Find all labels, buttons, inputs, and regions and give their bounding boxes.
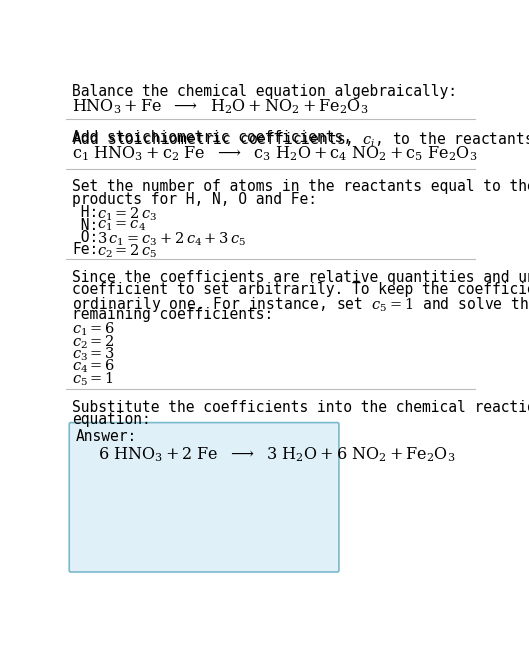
Text: ordinarily one. For instance, set $c_5 = 1$ and solve the system of equations fo: ordinarily one. For instance, set $c_5 =… (72, 295, 529, 314)
Text: $c_2 = 2$: $c_2 = 2$ (72, 333, 115, 351)
FancyBboxPatch shape (69, 422, 339, 572)
Text: Fe:: Fe: (72, 243, 98, 258)
Text: $c_1 = c_4$: $c_1 = c_4$ (97, 218, 147, 233)
Text: Since the coefficients are relative quantities and underdetermined, choose a: Since the coefficients are relative quan… (72, 270, 529, 285)
Text: Balance the chemical equation algebraically:: Balance the chemical equation algebraica… (72, 84, 458, 99)
Text: $c_1 = 2\,c_3$: $c_1 = 2\,c_3$ (97, 206, 158, 223)
Text: Substitute the coefficients into the chemical reaction to obtain the balanced: Substitute the coefficients into the che… (72, 399, 529, 415)
Text: equation:: equation: (72, 412, 151, 427)
Text: $\mathrm{c_1\ HNO_3 + c_2\ Fe\ \ {\longrightarrow}\ \ c_3\ H_2O + c_4\ NO_2 + c_: $\mathrm{c_1\ HNO_3 + c_2\ Fe\ \ {\longr… (72, 144, 478, 162)
Text: remaining coefficients:: remaining coefficients: (72, 307, 273, 322)
Text: O:: O: (72, 230, 98, 245)
Text: Add stoichiometric coefficients,: Add stoichiometric coefficients, (72, 130, 361, 145)
Text: $c_1 = 6$: $c_1 = 6$ (72, 321, 116, 338)
Text: coefficient to set arbitrarily. To keep the coefficients small, the arbitrary va: coefficient to set arbitrarily. To keep … (72, 283, 529, 298)
Text: products for H, N, O and Fe:: products for H, N, O and Fe: (72, 192, 317, 206)
Text: Add stoichiometric coefficients, $c_i$, to the reactants and products:: Add stoichiometric coefficients, $c_i$, … (72, 130, 529, 149)
Text: H:: H: (72, 206, 98, 221)
Text: $c_4 = 6$: $c_4 = 6$ (72, 358, 116, 375)
Text: $c_5 = 1$: $c_5 = 1$ (72, 370, 114, 388)
Text: Set the number of atoms in the reactants equal to the number of atoms in the: Set the number of atoms in the reactants… (72, 179, 529, 194)
Text: $c_3 = 3$: $c_3 = 3$ (72, 345, 115, 363)
Text: $\mathrm{HNO_3 + Fe\ \ {\longrightarrow}\ \ H_2O + NO_2 + Fe_2O_3}$: $\mathrm{HNO_3 + Fe\ \ {\longrightarrow}… (72, 98, 369, 116)
Text: Answer:: Answer: (76, 429, 136, 444)
Text: N:: N: (72, 218, 98, 233)
Text: $3\,c_1 = c_3 + 2\,c_4 + 3\,c_5$: $3\,c_1 = c_3 + 2\,c_4 + 3\,c_5$ (97, 230, 247, 248)
Text: $c_2 = 2\,c_5$: $c_2 = 2\,c_5$ (97, 243, 158, 260)
Text: $\mathrm{6\ HNO_3 + 2\ Fe\ \ {\longrightarrow}\ \ 3\ H_2O + 6\ NO_2 + Fe_2O_3}$: $\mathrm{6\ HNO_3 + 2\ Fe\ \ {\longright… (98, 446, 455, 465)
